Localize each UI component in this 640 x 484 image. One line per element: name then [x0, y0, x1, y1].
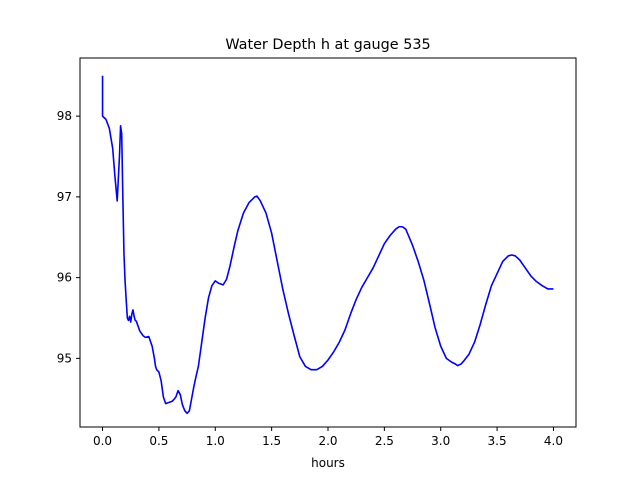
- x-tick-label: 0.5: [149, 434, 168, 448]
- y-tick-label: 98: [57, 109, 72, 123]
- x-tick-label: 0.0: [93, 434, 112, 448]
- x-tick-label: 2.5: [375, 434, 394, 448]
- x-tick-label: 3.0: [431, 434, 450, 448]
- x-tick-label: 1.5: [262, 434, 281, 448]
- x-tick-label: 3.5: [488, 434, 507, 448]
- water-depth-line: [101, 75, 554, 415]
- x-tick-label: 2.0: [318, 434, 337, 448]
- y-tick-label: 95: [57, 351, 72, 365]
- axes-frame: [79, 57, 577, 428]
- chart-title: Water Depth h at gauge 535: [225, 37, 430, 53]
- y-axis-ticks: 95 96 97 98: [57, 109, 80, 365]
- x-axis-ticks: 0.0 0.5 1.0 1.5 2.0 2.5 3.0 3.5 4.0: [93, 427, 563, 448]
- x-tick-label: 4.0: [544, 434, 563, 448]
- y-tick-label: 96: [57, 271, 72, 285]
- x-axis-label: hours: [311, 456, 345, 470]
- x-tick-label: 1.0: [206, 434, 225, 448]
- y-tick-label: 97: [57, 190, 72, 204]
